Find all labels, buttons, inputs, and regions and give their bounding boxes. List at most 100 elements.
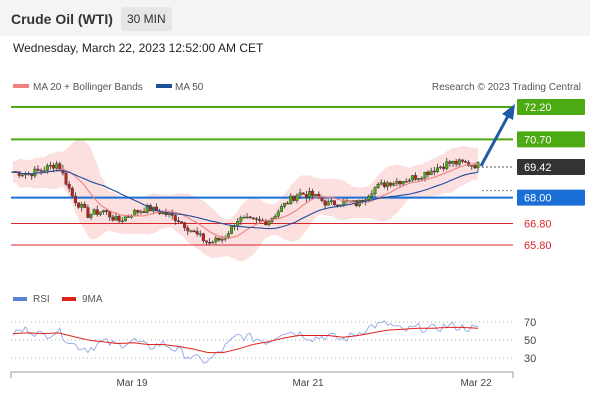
level-label-support: 65.80 [524, 240, 552, 252]
candle [420, 176, 424, 181]
candle [251, 217, 255, 221]
candle [80, 202, 84, 212]
candle [432, 166, 436, 176]
candle [323, 199, 327, 210]
candle [451, 160, 455, 167]
candle [301, 192, 305, 195]
candle [279, 204, 283, 213]
candle [385, 180, 389, 191]
forecast-arrow [479, 104, 515, 167]
ma50-line [12, 170, 479, 230]
candle [208, 238, 212, 246]
rsi-ma-legend-label: 9MA [82, 294, 103, 305]
candle [395, 177, 399, 187]
candle [64, 170, 68, 186]
candle [123, 216, 127, 222]
level-badge-pivot [517, 189, 585, 206]
candle [258, 215, 262, 223]
candle [70, 186, 74, 198]
rsi-ma-legend-swatch [62, 297, 76, 301]
candle [183, 221, 187, 232]
price-level-labels: 72.20 70.70 68.00 66.80 65.80 [517, 99, 585, 252]
candle [83, 201, 87, 209]
candle [314, 193, 318, 198]
candle [476, 161, 480, 173]
candle [139, 209, 143, 215]
rsi-tick-label: 30 [524, 353, 536, 365]
timeframe-badge[interactable]: 30 MIN [121, 7, 172, 31]
candle [454, 158, 458, 167]
candle [239, 215, 243, 225]
candle [105, 209, 109, 215]
current-price-label: 69.42 [524, 162, 552, 174]
candle [442, 163, 446, 172]
candle [426, 170, 430, 178]
candle [457, 158, 461, 168]
candle [176, 217, 180, 224]
candle [204, 240, 208, 246]
candle [304, 190, 308, 202]
x-axis: Mar 19 Mar 21 Mar 22 [10, 371, 514, 389]
candle [329, 197, 333, 205]
candle [114, 212, 118, 221]
x-tick-mar19: Mar 19 [116, 378, 148, 389]
candle [286, 201, 290, 205]
chart-header: Crude Oil (WTI) 30 MIN [0, 0, 590, 36]
candle [33, 166, 37, 179]
candle [229, 225, 233, 235]
ma20-legend-label: MA 20 + Bollinger Bands [33, 82, 143, 93]
x-tick-mar22: Mar 22 [460, 378, 492, 389]
candle [326, 199, 330, 206]
candle [376, 182, 380, 189]
candle [407, 178, 411, 183]
candle [370, 189, 374, 200]
candle [332, 200, 336, 206]
rsi-line [12, 320, 479, 364]
candle [214, 235, 218, 245]
candle [242, 215, 246, 219]
candle [77, 202, 81, 209]
candle [217, 237, 221, 242]
candle [92, 208, 96, 215]
source-credit: Research © 2023 Trading Central [432, 82, 581, 93]
candle [283, 202, 287, 209]
candle [307, 187, 311, 201]
candle [198, 230, 202, 237]
candle [379, 179, 383, 186]
ma50-legend-swatch [156, 84, 172, 88]
rsi-tick-label: 50 [524, 335, 536, 347]
candle [392, 181, 396, 187]
candle [136, 209, 140, 216]
bollinger-bands [13, 138, 478, 262]
level-badge-resistance [517, 99, 585, 115]
ma20-line [12, 163, 479, 239]
candle [429, 167, 433, 176]
level-label-support: 66.80 [524, 218, 552, 230]
rsi-lines [12, 320, 479, 364]
candle [470, 165, 474, 170]
candle [145, 203, 149, 214]
level-label-pivot: 68.00 [524, 193, 552, 205]
candle [373, 186, 377, 197]
candle [464, 159, 468, 163]
candle [292, 195, 296, 202]
chart-datetime: Wednesday, March 22, 2023 12:52:00 AM CE… [13, 41, 264, 55]
rsi-legend-label: RSI [33, 294, 50, 305]
candle [117, 214, 121, 223]
candle [417, 178, 421, 182]
candle [435, 163, 439, 173]
candle [398, 180, 402, 188]
candle [439, 165, 443, 170]
candle [401, 180, 405, 186]
candle [48, 161, 52, 170]
candle [95, 205, 99, 217]
candle [67, 180, 71, 192]
instrument-title: Crude Oil (WTI) [11, 11, 113, 27]
moving-averages [12, 163, 479, 239]
candle [445, 157, 449, 171]
candle [36, 165, 40, 174]
candle [189, 229, 193, 233]
candle [248, 215, 252, 219]
candle [195, 227, 199, 237]
